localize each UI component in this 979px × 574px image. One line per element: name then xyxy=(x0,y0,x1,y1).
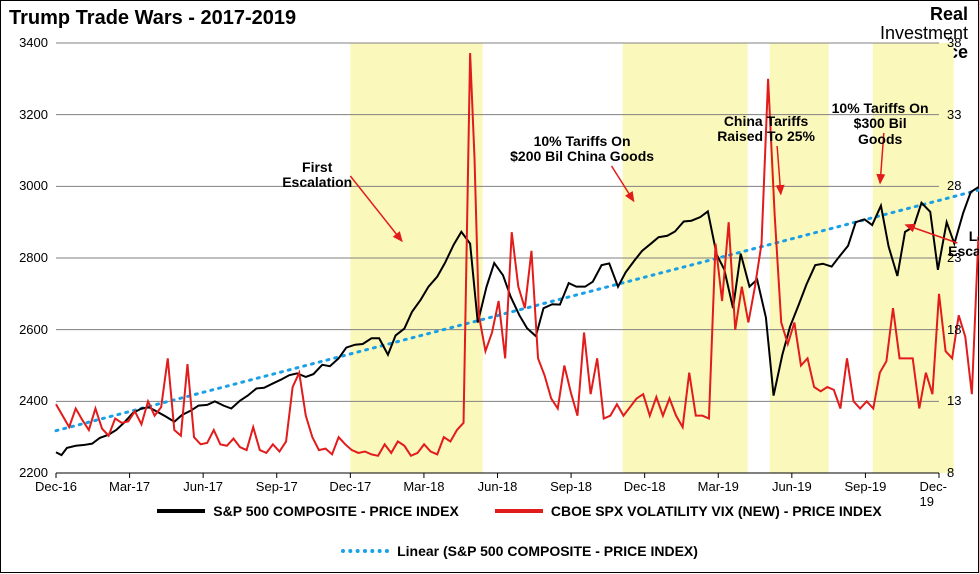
x-tick-label: Dec-17 xyxy=(329,479,371,494)
legend-label: S&P 500 COMPOSITE - PRICE INDEX xyxy=(213,503,459,519)
legend-item-sp500: S&P 500 COMPOSITE - PRICE INDEX xyxy=(157,503,459,519)
x-tick-label: Mar-19 xyxy=(698,479,739,494)
legend-label: CBOE SPX VOLATILITY VIX (NEW) - PRICE IN… xyxy=(551,503,882,519)
annotation-last-escalation: LastEscalation xyxy=(948,229,979,260)
legend-swatch xyxy=(157,509,205,513)
y2-tick-label: 28 xyxy=(947,179,961,194)
annotation-ten-pct-200b: 10% Tariffs On$200 Bil China Goods xyxy=(510,134,654,165)
x-tick-label: Sep-18 xyxy=(550,479,592,494)
y1-tick-label: 3200 xyxy=(19,107,48,122)
annotation-ten-pct-300b: 10% Tariffs On$300 Bil Goods xyxy=(831,101,929,147)
y1-tick-label: 2800 xyxy=(19,250,48,265)
y1-tick-label: 3400 xyxy=(19,35,48,50)
x-tick-label: Dec-19 xyxy=(920,479,959,509)
y2-tick-label: 8 xyxy=(947,465,954,480)
legend-item-trend: Linear (S&P 500 COMPOSITE - PRICE INDEX) xyxy=(341,543,698,559)
y1-tick-label: 3000 xyxy=(19,179,48,194)
x-tick-label: Jun-18 xyxy=(478,479,518,494)
y2-tick-label: 38 xyxy=(947,35,961,50)
y1-tick-label: 2400 xyxy=(19,394,48,409)
y1-tick-label: 2600 xyxy=(19,322,48,337)
x-tick-label: Mar-17 xyxy=(109,479,150,494)
annotation-first-escalation: FirstEscalation xyxy=(282,160,352,191)
y2-tick-label: 13 xyxy=(947,394,961,409)
y2-tick-label: 33 xyxy=(947,107,961,122)
annotation-china-25: China TariffsRaised To 25% xyxy=(717,114,815,145)
legend-item-vix: CBOE SPX VOLATILITY VIX (NEW) - PRICE IN… xyxy=(495,503,882,519)
y2-tick-label: 18 xyxy=(947,322,961,337)
legend-swatch xyxy=(341,549,389,553)
x-tick-label: Dec-16 xyxy=(35,479,77,494)
y1-tick-label: 2200 xyxy=(19,465,48,480)
x-tick-label: Sep-19 xyxy=(844,479,886,494)
chart-container: Trump Trade Wars - 2017-2019 Real Invest… xyxy=(0,0,979,573)
legend-swatch xyxy=(495,509,543,513)
series-line xyxy=(56,163,979,431)
x-tick-label: Dec-18 xyxy=(624,479,666,494)
legend: S&P 500 COMPOSITE - PRICE INDEX CBOE SPX … xyxy=(121,503,918,559)
legend-label: Linear (S&P 500 COMPOSITE - PRICE INDEX) xyxy=(397,543,698,559)
x-tick-label: Sep-17 xyxy=(256,479,298,494)
x-tick-label: Mar-18 xyxy=(403,479,444,494)
x-tick-label: Jun-19 xyxy=(772,479,812,494)
x-tick-label: Jun-17 xyxy=(183,479,223,494)
